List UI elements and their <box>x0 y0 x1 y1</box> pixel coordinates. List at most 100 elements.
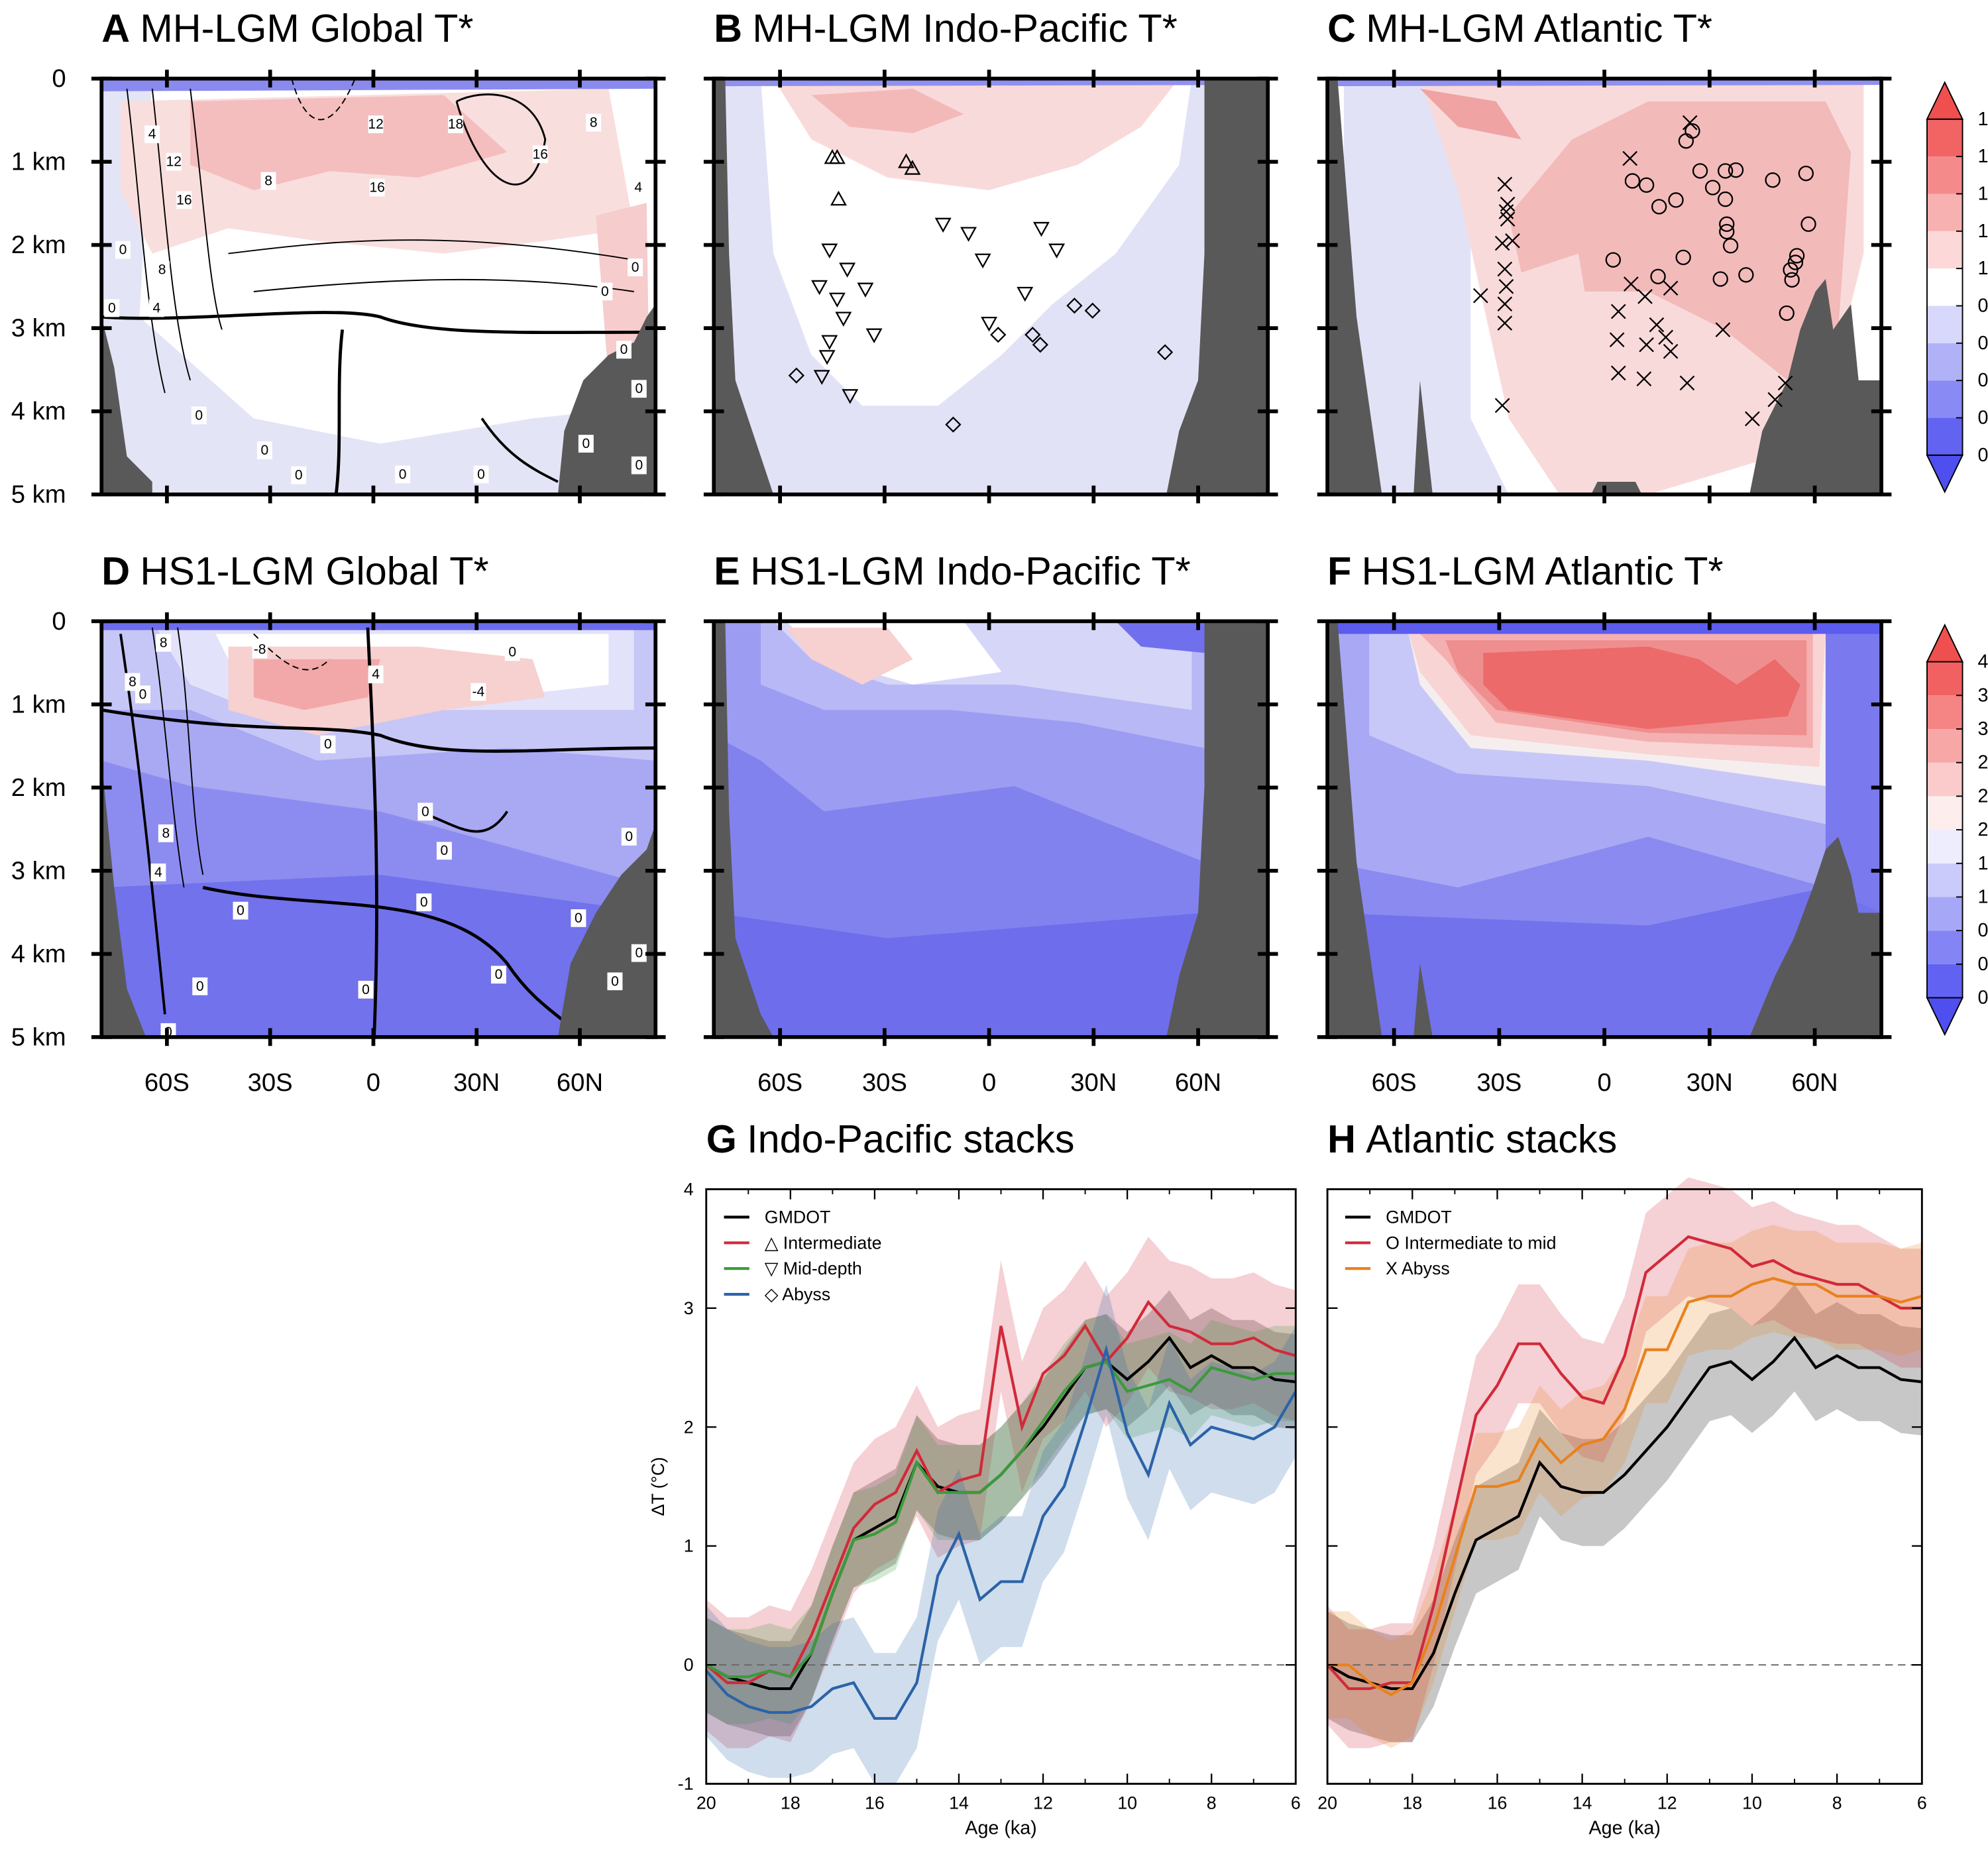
series-line <box>1327 1276 1922 1697</box>
panel-title: E HS1-LGM Indo-Pacific T* <box>714 548 1190 592</box>
panel-title-text: MH-LGM Global T* <box>140 6 473 50</box>
colorbar-tick-label: 1.2 <box>1977 886 1988 907</box>
proxy-marker <box>981 316 998 332</box>
contour-label-bg <box>631 456 647 475</box>
y-tick-label: 5 km <box>11 480 66 509</box>
section-field <box>101 78 656 495</box>
contour-label-bg <box>233 901 248 920</box>
colorbar-tick-label: 1.5 <box>1977 183 1988 204</box>
contour-label-bg <box>578 435 594 453</box>
contour-label: 8 <box>158 262 166 278</box>
y-tick-label: 0 <box>684 1655 694 1675</box>
colorbar-tick-label: 0.4 <box>1977 954 1988 975</box>
contour-label: 4 <box>154 865 162 880</box>
contour-label-bg <box>586 113 602 132</box>
uncertainty-band <box>1327 1225 1922 1748</box>
contour-label-bg <box>621 828 637 846</box>
contour-label-bg <box>571 909 586 927</box>
proxy-marker <box>1658 329 1674 345</box>
series-line <box>1326 1235 1922 1691</box>
x-tick-label: 10 <box>1117 1793 1137 1813</box>
y-tick-label: 2 km <box>11 773 66 802</box>
x-tick-label: 60S <box>144 1068 190 1097</box>
contour-label-bg <box>607 972 623 991</box>
proxy-marker <box>1505 233 1520 249</box>
x-tick-label: 12 <box>1033 1793 1053 1813</box>
colorbar-tick-label: 1.7 <box>1977 146 1988 167</box>
field-layer <box>1419 88 1521 140</box>
contour-label: -8 <box>254 642 266 657</box>
panel-title-text: Atlantic stacks <box>1366 1116 1617 1160</box>
field-layer <box>101 621 656 630</box>
proxy-marker <box>821 335 838 351</box>
colorbar-segment <box>1926 380 1963 418</box>
proxy-marker <box>821 243 838 259</box>
field-layer <box>190 95 508 190</box>
proxy-marker <box>1712 271 1728 287</box>
contour-label: 0 <box>324 737 332 752</box>
proxy-marker <box>897 153 914 168</box>
proxy-marker <box>1719 223 1735 240</box>
contour-label-bg <box>631 380 647 398</box>
contour-label: 16 <box>369 180 384 196</box>
panel-frame <box>99 76 658 496</box>
panel-title-text: HS1-LGM Atlantic T* <box>1362 548 1724 592</box>
contour-label-bg <box>369 178 385 197</box>
proxy-marker <box>1156 344 1174 361</box>
colorbar-tick-label: 0.8 <box>1977 920 1988 941</box>
x-tick-label: 8 <box>1832 1793 1842 1813</box>
proxy-marker <box>945 416 962 433</box>
x-tick-label: 12 <box>1657 1793 1677 1813</box>
series-line <box>705 1300 1296 1685</box>
contour-label: 4 <box>152 300 160 315</box>
colorbar-tick-label: 0.9 <box>1977 295 1988 316</box>
proxy-marker <box>1066 298 1083 314</box>
proxy-marker <box>1605 252 1622 268</box>
legend-label: ▽ Mid-depth <box>765 1259 862 1278</box>
x-tick-label: 18 <box>781 1793 801 1813</box>
proxy-marker <box>1767 392 1783 408</box>
proxy-marker <box>1684 123 1700 139</box>
contour-label-bg <box>358 980 374 999</box>
contour-label: 18 <box>448 117 463 132</box>
proxy-marker <box>830 190 847 206</box>
contour-label-bg <box>291 466 307 484</box>
proxy-marker <box>1765 172 1781 188</box>
x-tick-label: 16 <box>1488 1793 1508 1813</box>
contour-label-bg <box>490 966 506 984</box>
contour-label-bg <box>176 191 192 209</box>
colorbar-segment <box>1926 306 1963 343</box>
proxy-marker <box>1500 211 1516 227</box>
proxy-marker <box>1017 286 1034 302</box>
proxy-marker <box>1668 192 1684 208</box>
x-tick-label: 30N <box>1070 1068 1117 1097</box>
panel-title-text: HS1-LGM Global T* <box>140 548 488 592</box>
colorbar-segment <box>1926 268 1963 306</box>
legend-label: ◇ Abyss <box>765 1284 830 1304</box>
proxy-marker <box>1048 243 1066 259</box>
contour-label-bg <box>158 824 174 842</box>
x-tick-label: 30S <box>1476 1068 1521 1097</box>
panel-title: F HS1-LGM Atlantic T* <box>1327 548 1723 592</box>
proxy-marker <box>1663 343 1679 359</box>
y-tick-label: 4 km <box>11 940 66 968</box>
contour-label-bg <box>473 465 489 484</box>
proxy-marker <box>974 253 991 269</box>
panel-title: D HS1-LGM Global T* <box>101 548 488 592</box>
colorbar-segment <box>1926 728 1963 763</box>
bathymetry <box>101 317 152 495</box>
legend-label: GMDOT <box>765 1207 831 1227</box>
proxy-marker <box>1787 254 1804 270</box>
proxy-marker <box>788 367 804 384</box>
contour-label-bg <box>368 115 384 134</box>
colorbar-segment <box>1926 796 1963 830</box>
colorbar-segment <box>1926 119 1963 157</box>
y-tick-label: 4 km <box>11 397 66 425</box>
proxy-marker <box>1798 166 1814 182</box>
colorbar-tick-label: 1.6 <box>1977 853 1988 874</box>
plot-area <box>706 1189 1296 1784</box>
contour-label: 8 <box>160 636 168 651</box>
colorbar-segment <box>1926 830 1963 864</box>
panel-letter: F <box>1327 548 1351 592</box>
contour-label: 0 <box>632 260 639 275</box>
